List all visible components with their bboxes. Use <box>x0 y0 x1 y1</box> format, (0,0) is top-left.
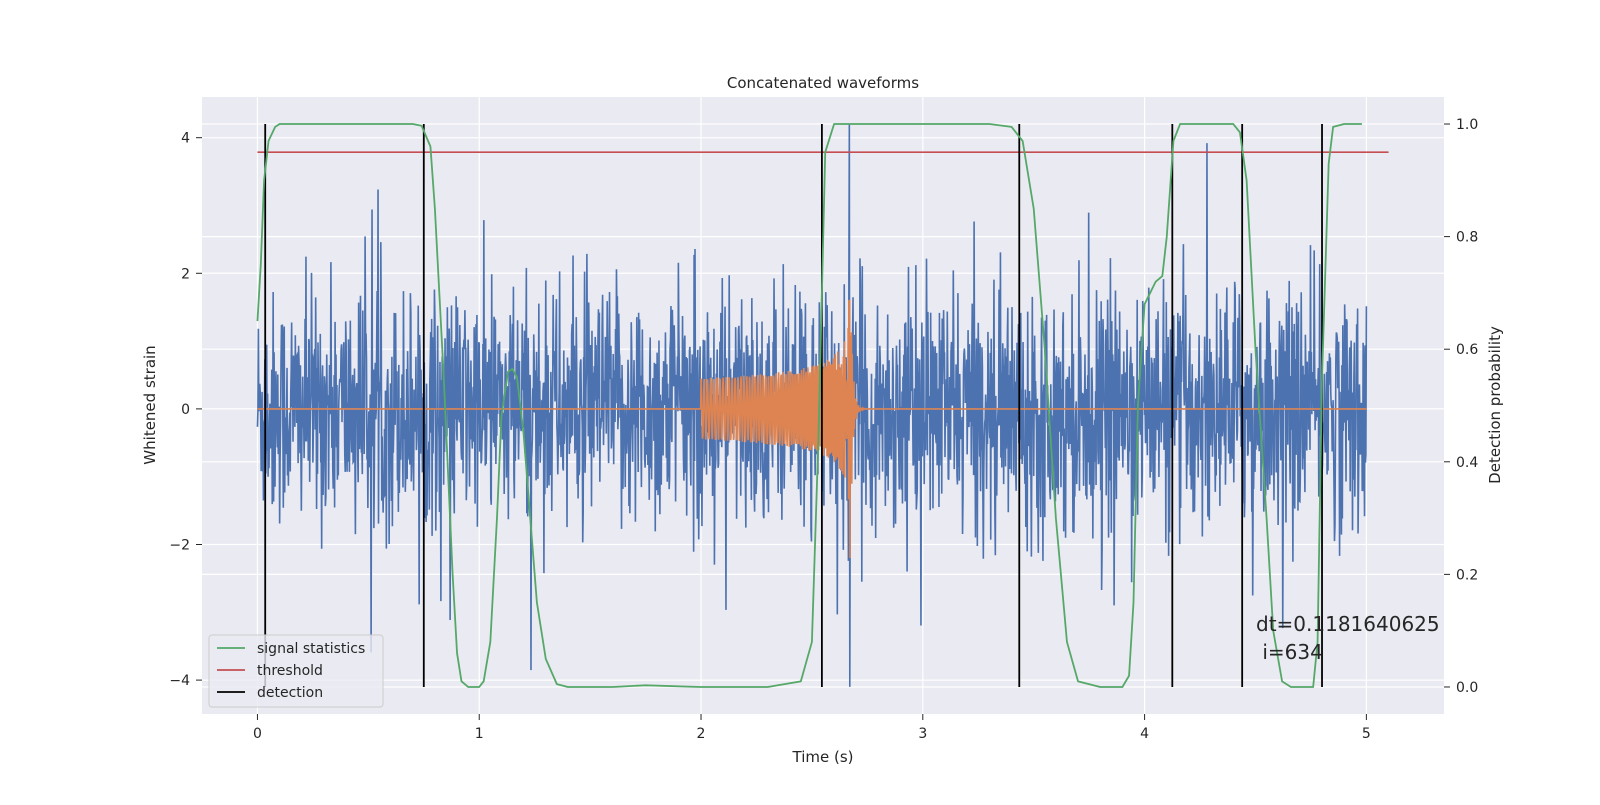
legend-box <box>208 634 384 708</box>
y2-tick-label: 0.2 <box>1456 567 1478 583</box>
legend-label-detection: detection <box>257 685 323 701</box>
y2-tick-label: 0.4 <box>1456 455 1478 471</box>
plot-area <box>256 123 1389 688</box>
x-ticks: 0 1 2 3 4 5 <box>253 714 1371 742</box>
x-tick-label: 0 <box>253 726 262 742</box>
y2-tick-label: 0.6 <box>1456 342 1478 358</box>
y-tick-label: −2 <box>169 537 190 553</box>
series-signal-statistics-line <box>256 123 1362 688</box>
x-axis-label: Time (s) <box>792 748 854 766</box>
y-ticks: −4 −2 0 2 4 <box>169 131 202 689</box>
y-tick-label: −4 <box>169 673 190 689</box>
y2-tick-label: 1.0 <box>1456 117 1478 133</box>
y2-tick-label: 0.8 <box>1456 230 1478 246</box>
x-tick-label: 1 <box>475 726 484 742</box>
y-axis-label: Whitened strain <box>141 345 159 464</box>
y2-axis-label: Detection probability <box>1486 326 1504 484</box>
y-tick-label: 2 <box>181 266 190 282</box>
y-tick-label: 0 <box>181 402 190 418</box>
x-tick-label: 5 <box>1362 726 1371 742</box>
annotation-i: i=634 <box>1256 640 1323 664</box>
y-tick-label: 4 <box>181 131 190 147</box>
y2-tick-label: 0.0 <box>1456 680 1478 696</box>
y2-ticks: 0.0 0.2 0.4 0.6 0.8 1.0 <box>1444 117 1478 696</box>
annotation-dt: dt=0.1181640625 <box>1256 612 1440 636</box>
legend: signal statistics threshold detection <box>208 634 384 708</box>
legend-label-signal-statistics: signal statistics <box>257 641 365 657</box>
x-tick-label: 3 <box>918 726 927 742</box>
x-tick-label: 2 <box>697 726 706 742</box>
legend-label-threshold: threshold <box>257 663 323 679</box>
series-template-line <box>257 299 1367 559</box>
chart-title: Concatenated waveforms <box>727 74 919 92</box>
x-tick-label: 4 <box>1140 726 1149 742</box>
